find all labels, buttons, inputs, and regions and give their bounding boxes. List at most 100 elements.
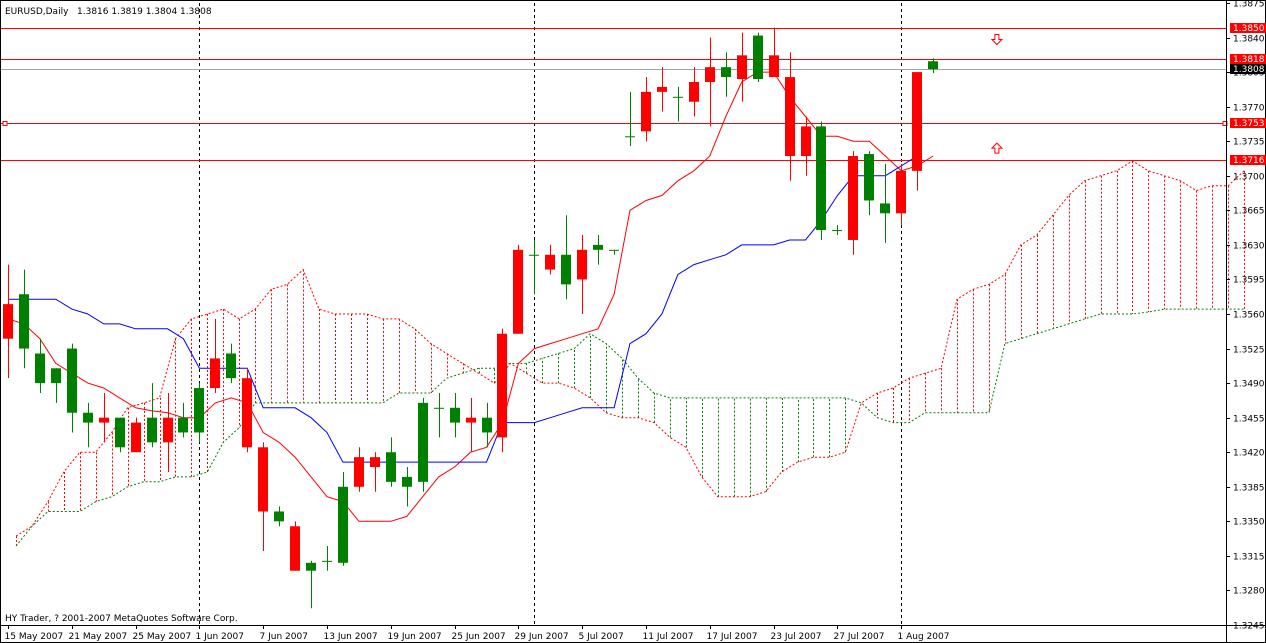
- candle-body: [721, 67, 731, 78]
- candle-body: [577, 249, 587, 280]
- horizontal-levels[interactable]: [0, 28, 1228, 161]
- x-tick-label: 13 Jun 2007: [324, 632, 378, 642]
- candle[interactable]: [896, 163, 906, 226]
- candle[interactable]: [99, 392, 109, 443]
- buy-arrow-icon: [990, 142, 1004, 154]
- candle[interactable]: [657, 67, 667, 112]
- x-tick-label: 19 Jun 2007: [388, 632, 442, 642]
- candle[interactable]: [816, 121, 826, 240]
- candle-body: [370, 457, 380, 468]
- candle[interactable]: [131, 417, 141, 453]
- candle-body: [593, 244, 603, 250]
- level-label-bg: [1230, 155, 1266, 165]
- candle[interactable]: [593, 235, 603, 265]
- candle[interactable]: [210, 318, 220, 393]
- candle[interactable]: [290, 521, 300, 571]
- candle[interactable]: [402, 467, 412, 507]
- candle[interactable]: [450, 392, 460, 438]
- candle[interactable]: [178, 402, 188, 438]
- candle-body: [163, 417, 173, 443]
- y-tick-label: 1.3560: [1233, 311, 1265, 321]
- level-label: 1.3753: [1233, 119, 1265, 129]
- candle[interactable]: [35, 338, 45, 393]
- candle[interactable]: [737, 32, 747, 102]
- candle-body: [386, 452, 396, 482]
- candle[interactable]: [689, 67, 699, 117]
- candle-body: [3, 304, 13, 339]
- candle[interactable]: [513, 244, 523, 334]
- candle[interactable]: [354, 447, 364, 492]
- candle[interactable]: [912, 72, 922, 191]
- y-tick-label: 1.3875: [1233, 0, 1265, 10]
- level-label-bg: [1230, 54, 1266, 64]
- candle[interactable]: [67, 343, 77, 433]
- tenkan-sen-line: [7, 71, 934, 522]
- candle[interactable]: [721, 52, 731, 97]
- candle-body: [753, 35, 763, 80]
- candle-body: [609, 249, 619, 251]
- candle-body: [928, 61, 938, 70]
- candle[interactable]: [274, 506, 284, 527]
- candle-body: [912, 72, 922, 171]
- x-tick-label: 5 Jul 2007: [579, 632, 624, 642]
- candle[interactable]: [418, 397, 428, 492]
- candle[interactable]: [338, 471, 348, 566]
- candle-body: [418, 402, 428, 482]
- candle[interactable]: [848, 151, 858, 255]
- candle-body: [816, 126, 826, 231]
- candle[interactable]: [115, 417, 125, 453]
- candle[interactable]: [194, 383, 204, 443]
- candle[interactable]: [545, 244, 555, 275]
- x-tick-label: 15 May 2007: [5, 632, 64, 642]
- candle[interactable]: [801, 116, 811, 176]
- candle[interactable]: [482, 402, 492, 448]
- candle[interactable]: [705, 37, 715, 127]
- candle-body: [194, 388, 204, 433]
- candle[interactable]: [609, 249, 619, 255]
- candle[interactable]: [226, 343, 236, 384]
- candle[interactable]: [577, 235, 587, 314]
- candle-body: [801, 126, 811, 157]
- candle[interactable]: [3, 264, 13, 379]
- sell-arrow-icon: [990, 34, 1004, 46]
- candle-body: [769, 55, 779, 78]
- y-tick-label: 1.3315: [1233, 553, 1265, 563]
- candle[interactable]: [529, 239, 539, 295]
- candle[interactable]: [51, 368, 61, 403]
- candle[interactable]: [832, 225, 842, 236]
- y-tick-label: 1.3525: [1233, 346, 1265, 356]
- candle-body: [178, 417, 188, 433]
- y-tick-label: 1.3420: [1233, 449, 1265, 459]
- candle[interactable]: [83, 402, 93, 448]
- y-tick-label: 1.3245: [1233, 622, 1265, 632]
- candle[interactable]: [147, 383, 157, 448]
- candle[interactable]: [434, 392, 444, 438]
- candle-body: [785, 77, 795, 157]
- candle[interactable]: [258, 442, 268, 551]
- candle[interactable]: [785, 52, 795, 181]
- candle[interactable]: [306, 560, 316, 609]
- candle[interactable]: [769, 27, 779, 78]
- candle-body: [482, 417, 492, 433]
- candle[interactable]: [322, 546, 332, 571]
- candle[interactable]: [673, 86, 683, 122]
- candle[interactable]: [864, 151, 874, 216]
- candle-body: [673, 96, 683, 98]
- candle[interactable]: [163, 392, 173, 472]
- candles[interactable]: [3, 27, 938, 609]
- candle[interactable]: [753, 32, 763, 82]
- candle-body: [434, 407, 444, 409]
- x-tick-label: 7 Jun 2007: [260, 632, 308, 642]
- candle[interactable]: [386, 437, 396, 487]
- candle[interactable]: [466, 397, 476, 453]
- candle[interactable]: [641, 77, 651, 142]
- candle[interactable]: [625, 91, 635, 147]
- candle[interactable]: [19, 269, 29, 369]
- candle[interactable]: [370, 452, 380, 492]
- candle[interactable]: [497, 328, 507, 453]
- candle[interactable]: [242, 368, 252, 453]
- candle[interactable]: [928, 58, 938, 74]
- candle[interactable]: [561, 215, 571, 300]
- candle[interactable]: [880, 163, 890, 243]
